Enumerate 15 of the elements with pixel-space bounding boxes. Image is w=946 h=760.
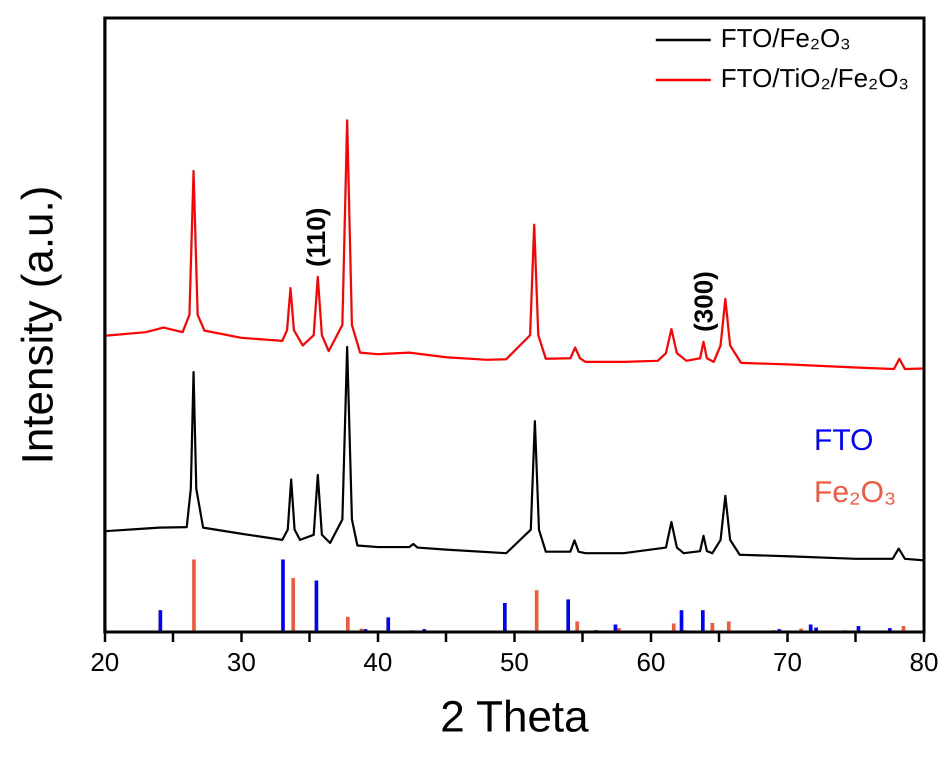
- x-tick-label: 70: [773, 646, 802, 677]
- x-tick-label: 60: [636, 646, 666, 677]
- x-tick-label: 80: [910, 646, 938, 677]
- x-tick-label: 30: [226, 646, 256, 677]
- x-tick-label: 40: [363, 646, 392, 677]
- x-tick-label: 20: [90, 646, 120, 677]
- legend-label: FTO/Fe₂O₃: [720, 23, 851, 54]
- y-axis-title: Intensity (a.u.): [14, 186, 63, 464]
- annotation: (300): [688, 271, 719, 332]
- annotation: (110): [300, 208, 331, 267]
- legend-label: FTO/TiO₂/Fe₂O₃: [720, 63, 910, 94]
- x-axis-title: 2 Theta: [440, 692, 590, 742]
- text: FTO: [814, 424, 874, 457]
- text: Fe₂O₃: [814, 476, 896, 509]
- x-tick-label: 50: [500, 646, 529, 677]
